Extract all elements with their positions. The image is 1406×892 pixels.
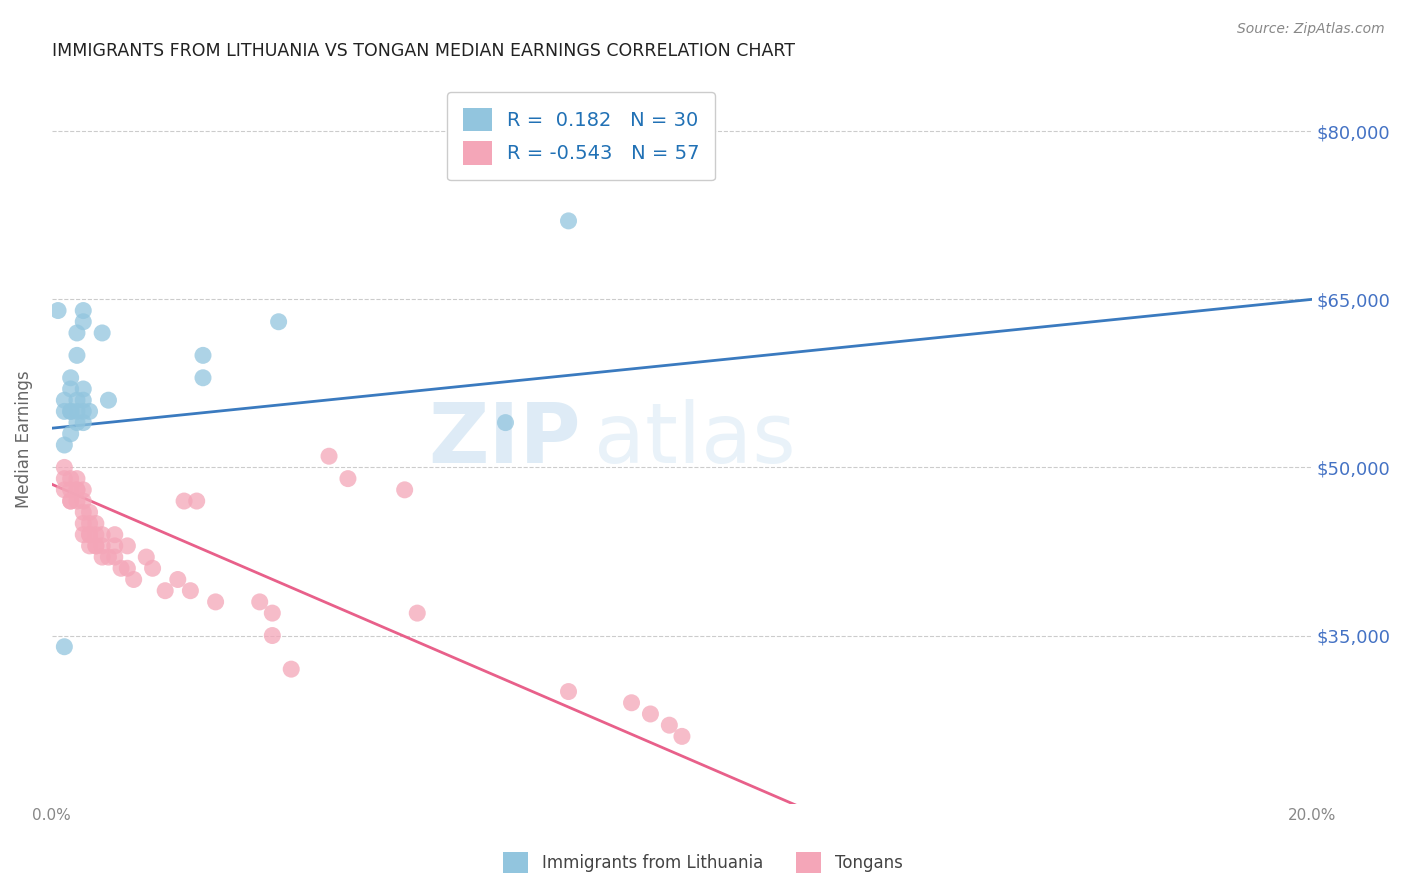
Point bbox=[91, 539, 114, 553]
Point bbox=[658, 718, 681, 732]
Point bbox=[267, 315, 290, 329]
Point bbox=[104, 539, 127, 553]
Point bbox=[59, 382, 82, 396]
Point bbox=[79, 505, 101, 519]
Point bbox=[91, 326, 114, 340]
Point bbox=[280, 662, 302, 676]
Point bbox=[671, 730, 693, 744]
Point bbox=[72, 303, 94, 318]
Point bbox=[262, 606, 284, 620]
Point bbox=[406, 606, 429, 620]
Point bbox=[84, 539, 107, 553]
Point bbox=[97, 393, 120, 408]
Point bbox=[117, 561, 139, 575]
Point bbox=[122, 573, 145, 587]
Point bbox=[59, 472, 82, 486]
Point bbox=[66, 483, 89, 497]
Point bbox=[640, 706, 662, 721]
Point bbox=[84, 527, 107, 541]
Point bbox=[66, 472, 89, 486]
Point bbox=[166, 573, 188, 587]
Point bbox=[91, 527, 114, 541]
Point bbox=[59, 404, 82, 418]
Point bbox=[142, 561, 165, 575]
Point bbox=[557, 684, 579, 698]
Point bbox=[72, 516, 94, 531]
Point bbox=[79, 404, 101, 418]
Point bbox=[84, 516, 107, 531]
Point bbox=[72, 315, 94, 329]
Point bbox=[318, 449, 340, 463]
Point bbox=[191, 348, 214, 362]
Point bbox=[191, 371, 214, 385]
Point bbox=[72, 527, 94, 541]
Point bbox=[79, 516, 101, 531]
Point bbox=[91, 550, 114, 565]
Legend: Immigrants from Lithuania, Tongans: Immigrants from Lithuania, Tongans bbox=[496, 846, 910, 880]
Point bbox=[53, 460, 76, 475]
Point bbox=[72, 494, 94, 508]
Point bbox=[72, 505, 94, 519]
Point bbox=[104, 550, 127, 565]
Point bbox=[72, 404, 94, 418]
Point bbox=[66, 416, 89, 430]
Point bbox=[79, 527, 101, 541]
Point bbox=[59, 494, 82, 508]
Point bbox=[620, 696, 643, 710]
Point bbox=[66, 326, 89, 340]
Point bbox=[53, 640, 76, 654]
Point bbox=[66, 494, 89, 508]
Point bbox=[72, 416, 94, 430]
Point bbox=[495, 416, 517, 430]
Point bbox=[53, 472, 76, 486]
Point bbox=[72, 393, 94, 408]
Point bbox=[72, 483, 94, 497]
Point bbox=[135, 550, 157, 565]
Legend: R =  0.182   N = 30, R = -0.543   N = 57: R = 0.182 N = 30, R = -0.543 N = 57 bbox=[447, 92, 716, 180]
Point bbox=[66, 393, 89, 408]
Point bbox=[186, 494, 208, 508]
Text: Source: ZipAtlas.com: Source: ZipAtlas.com bbox=[1237, 22, 1385, 37]
Point bbox=[117, 539, 139, 553]
Point bbox=[66, 348, 89, 362]
Point bbox=[59, 494, 82, 508]
Point bbox=[53, 404, 76, 418]
Point bbox=[110, 561, 132, 575]
Point bbox=[179, 583, 201, 598]
Point bbox=[204, 595, 226, 609]
Point bbox=[79, 539, 101, 553]
Point bbox=[66, 483, 89, 497]
Point bbox=[640, 124, 662, 138]
Point bbox=[46, 303, 69, 318]
Text: ZIP: ZIP bbox=[429, 399, 581, 480]
Point bbox=[72, 382, 94, 396]
Point bbox=[59, 371, 82, 385]
Point bbox=[249, 595, 271, 609]
Point bbox=[394, 483, 416, 497]
Point bbox=[59, 426, 82, 441]
Y-axis label: Median Earnings: Median Earnings bbox=[15, 370, 32, 508]
Point bbox=[53, 438, 76, 452]
Text: atlas: atlas bbox=[593, 399, 796, 480]
Point bbox=[79, 527, 101, 541]
Point bbox=[53, 393, 76, 408]
Point bbox=[557, 214, 579, 228]
Point bbox=[104, 527, 127, 541]
Point bbox=[59, 483, 82, 497]
Point bbox=[53, 483, 76, 497]
Point bbox=[84, 539, 107, 553]
Point bbox=[173, 494, 195, 508]
Point bbox=[97, 550, 120, 565]
Point bbox=[66, 404, 89, 418]
Text: IMMIGRANTS FROM LITHUANIA VS TONGAN MEDIAN EARNINGS CORRELATION CHART: IMMIGRANTS FROM LITHUANIA VS TONGAN MEDI… bbox=[52, 42, 794, 60]
Point bbox=[262, 628, 284, 642]
Point bbox=[59, 404, 82, 418]
Point bbox=[336, 472, 359, 486]
Point bbox=[153, 583, 176, 598]
